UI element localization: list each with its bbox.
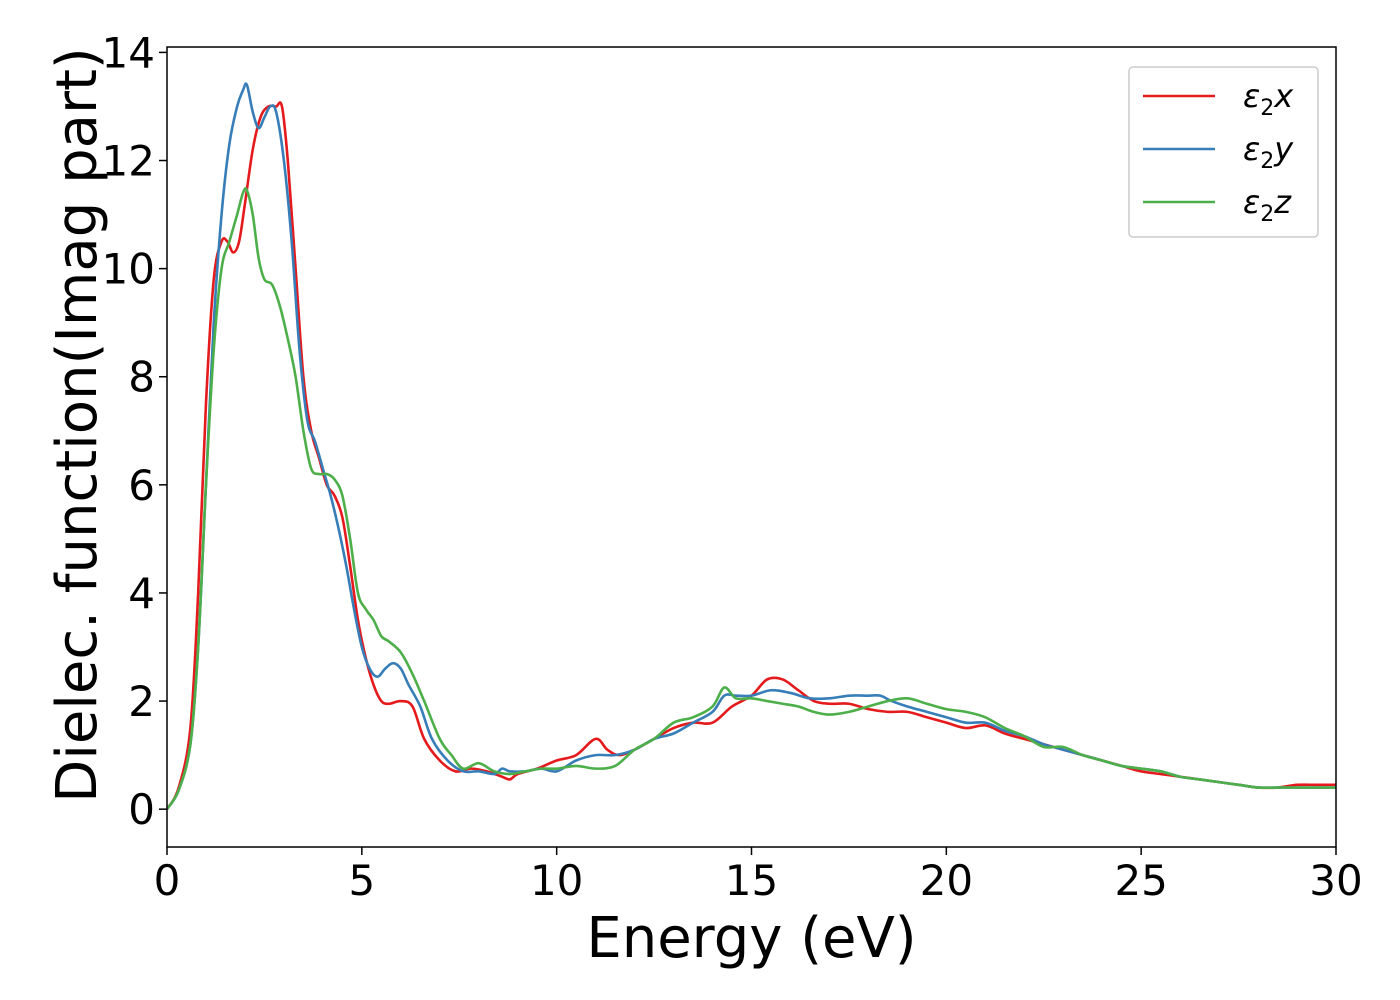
y-axis-ticks: 0 2 4 6 8 10 12 14 — [102, 28, 167, 834]
legend-suffix: z — [1273, 183, 1292, 221]
legend-symbol: ε — [1243, 77, 1260, 115]
legend-symbol: ε — [1243, 183, 1260, 221]
legend-entry-y: ε2y — [1243, 130, 1294, 174]
y-tick-label: 10 — [102, 245, 155, 294]
y-tick-label: 4 — [128, 569, 155, 618]
x-tick-label: 0 — [154, 856, 181, 905]
x-tick-label: 25 — [1114, 856, 1167, 905]
legend-entry-z: ε2z — [1243, 183, 1292, 227]
legend-subscript: 2 — [1260, 202, 1274, 227]
y-tick-label: 6 — [128, 461, 155, 510]
x-axis-title: Energy (eV) — [586, 906, 916, 971]
y-tick-label: 14 — [102, 28, 155, 77]
y-tick-label: 8 — [128, 353, 155, 402]
legend-entry-x: ε2x — [1243, 77, 1294, 121]
x-tick-label: 5 — [348, 856, 375, 905]
x-axis-ticks: 0 5 10 15 20 25 30 — [154, 847, 1363, 905]
legend-suffix: y — [1273, 130, 1294, 168]
legend-suffix: x — [1273, 77, 1294, 115]
legend-subscript: 2 — [1260, 149, 1274, 174]
x-tick-label: 20 — [920, 856, 973, 905]
y-tick-label: 0 — [128, 785, 155, 834]
y-tick-label: 12 — [102, 137, 155, 186]
x-tick-label: 10 — [530, 856, 583, 905]
y-tick-label: 2 — [128, 677, 155, 726]
legend-subscript: 2 — [1260, 96, 1274, 121]
legend-symbol: ε — [1243, 130, 1260, 168]
x-tick-label: 30 — [1309, 856, 1362, 905]
series-layer — [167, 82, 1336, 810]
y-axis-title: Dielec. function(Imag part) — [45, 47, 110, 803]
series-line-z — [167, 187, 1336, 810]
legend-box — [1128, 66, 1319, 238]
x-tick-label: 15 — [725, 856, 778, 905]
